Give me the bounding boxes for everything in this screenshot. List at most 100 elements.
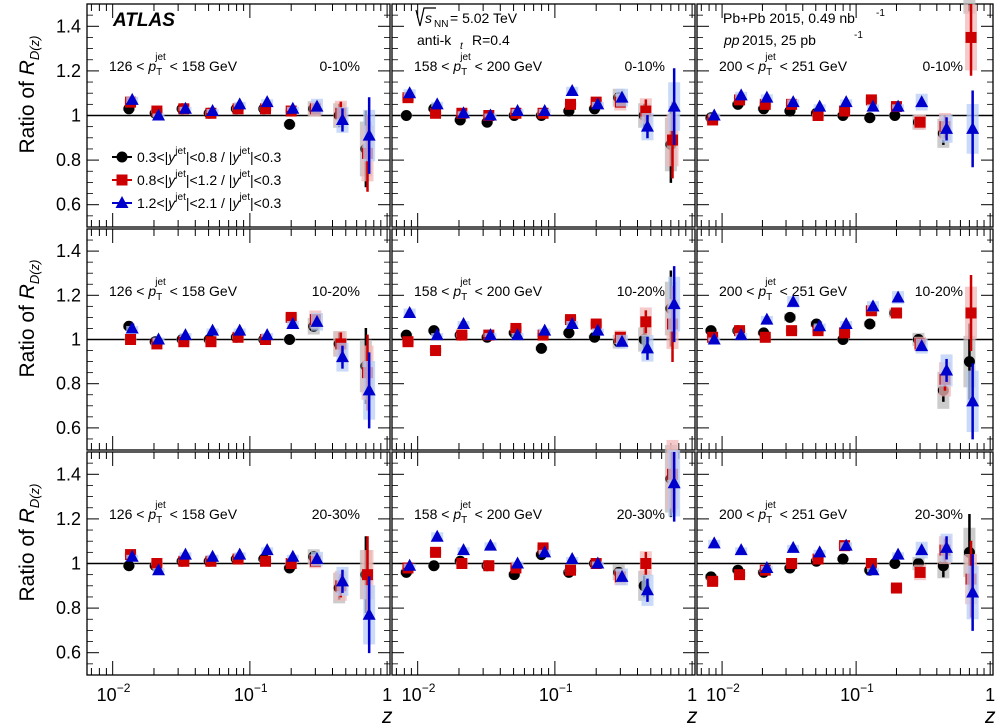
legend-c: |<0.3 — [250, 195, 281, 211]
data-point-square — [285, 558, 297, 569]
panel-r2-c2: 200 < pTjet < 251 GeV 20-30% — [696, 451, 994, 676]
x-axis-title-right: z — [984, 705, 996, 727]
pt-bin-label: 126 < pTjet < 158 GeV — [109, 52, 238, 78]
pt-p-symbol: p — [757, 58, 766, 74]
data-point-circle — [123, 560, 135, 572]
panel-r1-c1: 158 < pTjet < 200 GeV 10-20% — [391, 228, 696, 451]
data-point-triangle — [335, 574, 349, 587]
centrality-label: 20-30% — [617, 506, 665, 522]
data-point-triangle — [178, 547, 192, 560]
pt-hi: 158 GeV — [182, 58, 238, 74]
x-tick-base: 10 — [706, 685, 726, 705]
legend-c: |<0.3 — [250, 172, 281, 188]
legend-a: 1.2<| — [137, 195, 168, 211]
pt-bin-label: 200 < pTjet < 251 GeV — [719, 52, 848, 78]
x-tick-base: 10 — [97, 685, 117, 705]
data-point-triangle — [430, 97, 444, 110]
data-point-square — [125, 334, 137, 345]
pt-sup: jet — [764, 500, 776, 511]
data-point-square — [759, 331, 771, 343]
data-point-triangle — [667, 99, 681, 112]
pt-hi: 251 GeV — [792, 58, 848, 74]
y-tick-label: 0.6 — [56, 195, 81, 215]
x-tick-label-one: 1 — [985, 685, 995, 705]
legend-sup: jet — [174, 192, 186, 203]
pt-p-symbol: p — [147, 283, 156, 299]
data-point-triangle — [511, 556, 525, 569]
data-point-triangle — [286, 317, 300, 330]
data-point-triangle — [760, 312, 774, 325]
data-point-triangle — [760, 90, 774, 103]
data-point-triangle — [591, 556, 605, 569]
data-point-square — [786, 558, 798, 569]
data-point-square — [565, 564, 577, 576]
x-tick-label-one: 1 — [382, 685, 392, 705]
jet-radius-text: R=0.4 — [472, 32, 510, 48]
pt-sup: jet — [764, 277, 776, 288]
data-point-triangle — [565, 552, 579, 565]
legend-sup2: jet — [238, 192, 250, 203]
data-point-triangle — [206, 323, 220, 336]
data-point-triangle — [591, 323, 605, 336]
y-tick-label: 1 — [71, 330, 81, 350]
panel-r0-c2: 200 < pTjet < 251 GeV 0-10% — [696, 0, 994, 228]
data-point-square — [667, 134, 679, 146]
legend-c: |<0.3 — [250, 149, 281, 165]
data-point-triangle — [640, 119, 654, 132]
data-point-circle — [889, 558, 901, 569]
data-point-triangle — [760, 560, 774, 573]
data-point-square — [483, 560, 495, 572]
data-point-triangle — [786, 294, 800, 307]
pt-post: < — [776, 283, 792, 299]
sqrt-s-text: s — [425, 10, 432, 26]
pt-p-symbol: p — [452, 506, 461, 522]
pt-hi: 200 GeV — [487, 58, 543, 74]
data-point-square — [590, 318, 602, 330]
pt-sup: jet — [154, 277, 166, 288]
data-point-triangle — [206, 104, 220, 117]
panels-layer: 126 < pTjet < 158 GeV 0-10% 158 < pTjet < … — [86, 0, 994, 676]
data-point-triangle — [152, 332, 166, 345]
pp-text: pp — [723, 32, 740, 48]
legend-y2: y — [231, 172, 240, 188]
data-point-square — [178, 555, 190, 567]
centrality-label: 0-10% — [923, 58, 963, 74]
luminosity-info: Pb+Pb 2015, 0.49 nb -1 pp 2015, 25 pb -1 — [723, 8, 885, 48]
y-axis-title: Ratio of RD(z) — [16, 484, 42, 602]
x-tick-exp: −2 — [422, 681, 436, 695]
y-axis-title: Ratio of RD(z) — [16, 260, 42, 378]
pt-post: < — [166, 283, 182, 299]
panel-r2-c0: 126 < pTjet < 158 GeV 20-30% — [86, 451, 391, 676]
data-point-triangle — [310, 552, 324, 565]
data-point-triangle — [940, 540, 954, 553]
x-tick-exp: −1 — [254, 681, 268, 695]
pt-sup: jet — [459, 277, 471, 288]
data-point-triangle — [615, 90, 629, 103]
data-point-square — [965, 307, 977, 319]
pt-pre: < — [437, 58, 453, 74]
pt-hi: 158 GeV — [182, 506, 238, 522]
data-point-triangle — [335, 350, 349, 363]
data-point-triangle — [786, 540, 800, 553]
y-title-r: R — [16, 508, 39, 523]
data-point-square — [707, 575, 719, 587]
data-point-square — [865, 94, 877, 106]
panel-r1-c2: 200 < pTjet < 251 GeV 10-20% — [696, 228, 994, 451]
data-point-triangle — [260, 95, 274, 108]
x-tick-base: 10 — [234, 685, 254, 705]
y-tick-label: 1.4 — [56, 241, 81, 261]
data-point-triangle — [457, 106, 471, 119]
panel-r0-c1: 158 < pTjet < 200 GeV 0-10% — [391, 3, 696, 228]
pt-p-symbol: p — [757, 506, 766, 522]
data-point-square — [260, 103, 272, 115]
pt-post: < — [471, 58, 487, 74]
data-point-triangle — [310, 99, 324, 112]
centrality-label: 0-10% — [625, 58, 665, 74]
data-point-triangle — [178, 101, 192, 114]
legend-y: y — [167, 195, 176, 211]
pt-p-symbol: p — [147, 506, 156, 522]
pp-lumi-sup: -1 — [854, 30, 863, 41]
data-point-triangle — [813, 545, 827, 558]
